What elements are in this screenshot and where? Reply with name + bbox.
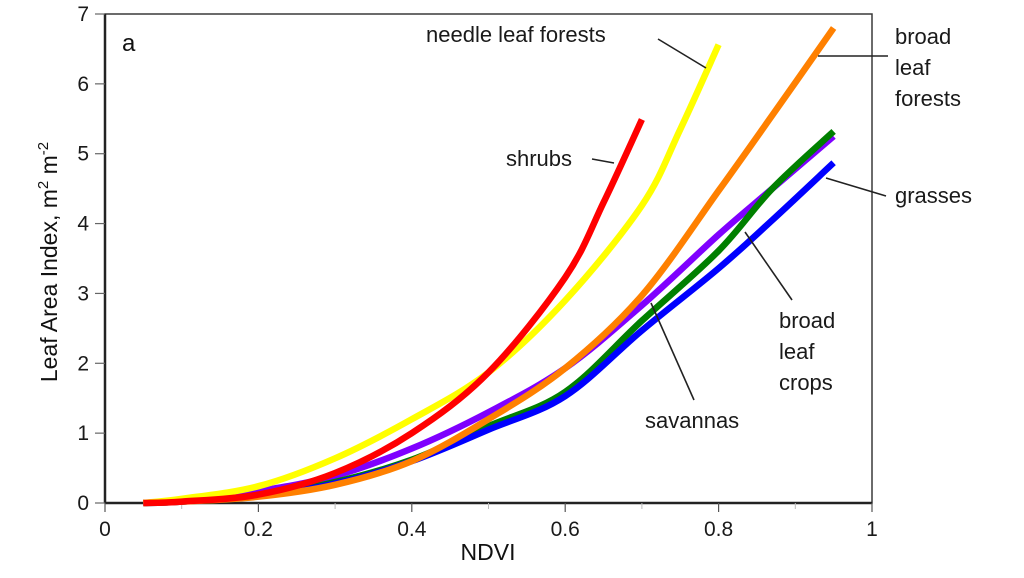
y-tick-label: 5 [77, 143, 89, 166]
series-line-savannas [143, 133, 836, 507]
leader-line-needle-leaf-forests [657, 38, 707, 69]
x-axis-title: NDVI [461, 539, 516, 565]
y-axis-title-sup1: 2 [35, 181, 52, 189]
y-axis-title-sup2: -2 [35, 142, 52, 155]
x-tick-label: 0 [99, 518, 111, 541]
y-axis-title: Leaf Area Index, m2 m-2 [35, 142, 62, 382]
leader-line-shrubs [591, 158, 615, 164]
x-tick-label: 0.2 [244, 518, 273, 541]
annotation-shrubs: shrubs [506, 146, 572, 171]
y-tick-label: 2 [77, 352, 89, 375]
x-tick-label: 0.6 [551, 518, 580, 541]
y-axis-ticks: 0 1 2 3 4 5 6 7 [77, 3, 105, 515]
x-axis-ticks: 0 0.2 0.4 0.6 0.8 1 [99, 503, 878, 541]
y-tick-label: 0 [77, 492, 89, 515]
y-axis-title-main: Leaf Area Index, m [36, 189, 62, 382]
annotation-broad-leaf-forests-line2: leaf [895, 55, 931, 80]
annotation-broad-leaf-crops-line3: crops [779, 370, 833, 395]
x-tick-label: 0.4 [397, 518, 427, 541]
annotation-broad-leaf-forests: broad leaf forests [895, 24, 961, 111]
annotation-broad-leaf-forests-line1: broad [895, 24, 951, 49]
leader-line-grasses [825, 177, 887, 197]
annotation-grasses: grasses [895, 183, 972, 208]
panel-label: a [122, 30, 136, 57]
series-line-broad-leaf-crops [143, 129, 836, 507]
y-tick-label: 1 [77, 422, 89, 445]
y-tick-label: 3 [77, 282, 89, 305]
y-tick-label: 4 [77, 213, 89, 236]
annotation-needle-leaf-forests: needle leaf forests [426, 22, 606, 47]
annotation-broad-leaf-crops: broad leaf crops [779, 308, 841, 395]
y-axis-title-mid: m [36, 155, 62, 181]
series-line-grasses [143, 160, 836, 507]
annotation-broad-leaf-crops-line1: broad [779, 308, 835, 333]
y-tick-label: 6 [77, 73, 89, 96]
x-tick-label: 1 [866, 518, 878, 541]
y-tick-label: 7 [77, 3, 89, 26]
annotation-savannas: savannas [645, 408, 739, 433]
annotation-broad-leaf-crops-line2: leaf [779, 339, 815, 364]
annotation-leaders [591, 38, 888, 401]
series-line-needle-leaf-forests [142, 43, 722, 507]
leader-line-broad-leaf-crops [744, 231, 793, 301]
series-line-shrubs [143, 118, 645, 507]
x-tick-label: 0.8 [704, 518, 733, 541]
leader-line-savannas [650, 302, 695, 401]
series-lines [142, 26, 837, 507]
annotation-broad-leaf-forests-line3: forests [895, 86, 961, 111]
